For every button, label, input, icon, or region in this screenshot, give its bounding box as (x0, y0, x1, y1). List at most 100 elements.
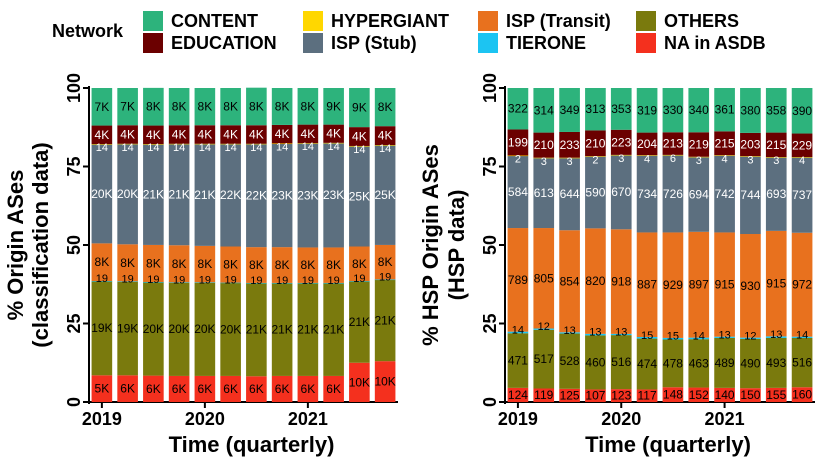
bar-tierone-q3-21 (765, 336, 787, 338)
data-label: 23K (297, 188, 318, 202)
data-label: 4K (378, 129, 393, 143)
bar-education-q3-21 (765, 132, 787, 158)
data-label: 13 (615, 326, 627, 338)
bar-na-in-asdb-q3-21 (765, 387, 787, 402)
data-label: 22K (246, 188, 267, 202)
data-label: 489 (715, 356, 735, 370)
data-label: 613 (534, 186, 554, 200)
bar-na-in-asdb-q2-20 (636, 389, 658, 402)
bar-hypergiant-q4-20 (688, 156, 710, 158)
bar-hypergiant-q3-21 (765, 157, 787, 158)
data-label: 915 (766, 277, 786, 291)
data-label: 463 (689, 356, 709, 370)
data-label: 670 (611, 185, 631, 199)
bar-content-q3-21 (765, 88, 787, 133)
bar-isp-transit-q4-19 (168, 245, 190, 283)
data-label: 887 (637, 278, 657, 292)
bar-others-q4-20 (688, 339, 710, 388)
bar-tierone-q2-21 (323, 282, 344, 284)
data-label: 361 (715, 103, 735, 117)
data-label: 8K (249, 258, 264, 272)
data-label: 8K (172, 100, 187, 114)
bar-others-q2-19 (117, 281, 138, 376)
data-label: 644 (560, 187, 580, 201)
data-label: 8K (275, 258, 290, 272)
y-tick-label: 50 (64, 235, 84, 255)
legend-swatch (303, 33, 323, 53)
legend-swatch (636, 33, 656, 53)
data-label: 13 (563, 325, 575, 337)
data-label: 124 (508, 388, 528, 402)
bar-isp-transit-q2-19 (533, 228, 555, 329)
data-label: 5K (95, 382, 110, 396)
data-label: 471 (508, 354, 528, 368)
bar-tierone-q2-19 (533, 328, 555, 330)
data-label: 25K (349, 189, 370, 203)
data-label: 528 (560, 354, 580, 368)
data-label: 8K (352, 257, 367, 271)
bar-others-q2-20 (220, 282, 241, 376)
bar-isp-transit-q1-21 (714, 232, 735, 337)
bar-na-in-asdb-q1-20 (610, 389, 632, 402)
bar-content-q3-20 (662, 88, 684, 133)
data-label: 4K (326, 127, 341, 141)
bar-na-in-asdb-q4-21 (791, 387, 813, 402)
bar-na-in-asdb-q4-19 (168, 375, 190, 402)
bar-tierone-q4-21 (374, 279, 396, 281)
data-label: 19 (147, 274, 159, 286)
bar-hypergiant-q1-19 (507, 155, 529, 157)
bar-tierone-q1-19 (91, 281, 113, 282)
bar-isp-stub-q2-19 (533, 158, 555, 229)
bar-tierone-q1-19 (507, 331, 529, 334)
data-label: 14 (147, 142, 159, 154)
bar-others-q4-21 (374, 279, 396, 362)
bar-tierone-q3-19 (143, 281, 164, 283)
bar-isp-stub-q4-19 (168, 143, 190, 246)
data-label: 9K (352, 101, 367, 115)
bar-na-in-asdb-q4-21 (374, 361, 396, 402)
bar-education-q2-19 (533, 132, 555, 158)
data-label: 516 (611, 355, 631, 369)
data-label: 584 (508, 185, 528, 199)
bar-education-q1-21 (297, 124, 319, 144)
bar-tierone-q1-21 (297, 282, 319, 284)
data-label: 19 (122, 273, 134, 285)
legend-label: OTHERS (664, 10, 740, 31)
bar-hypergiant-q2-19 (533, 157, 555, 159)
data-label: 742 (715, 187, 735, 201)
bar-education-q3-19 (559, 131, 580, 158)
bar-content-q1-19 (91, 88, 113, 126)
data-label: 929 (663, 278, 683, 292)
bar-isp-transit-q2-21 (740, 234, 761, 338)
bar-education-q3-20 (662, 132, 684, 155)
data-label: 930 (740, 279, 760, 293)
y-tick-label: 25 (480, 313, 500, 333)
bar-education-q1-19 (91, 125, 113, 145)
data-label: 726 (663, 187, 683, 201)
data-label: 14 (173, 142, 185, 154)
legend-swatch (143, 11, 163, 31)
bar-tierone-q3-21 (349, 281, 370, 282)
bar-tierone-q2-19 (117, 281, 138, 282)
data-label: 20K (91, 187, 112, 201)
data-label: 4K (95, 128, 110, 142)
bar-isp-transit-q4-21 (374, 244, 396, 280)
data-label: 21K (323, 322, 344, 336)
bar-education-q2-19 (117, 125, 138, 144)
bar-education-q4-19 (585, 130, 606, 157)
legend: Network CONTENT EDUCATION HYPERGIANT ISP (S… (0, 0, 830, 60)
bar-tierone-q2-20 (220, 282, 241, 284)
bar-education-q1-21 (714, 131, 735, 156)
data-label: 19 (250, 275, 262, 287)
bar-tierone-q1-20 (194, 282, 216, 283)
bar-na-in-asdb-q1-21 (297, 375, 319, 402)
data-label: 21K (349, 315, 370, 329)
bar-na-in-asdb-q3-19 (559, 388, 580, 402)
y-axis-title: % Origin ASes (3, 170, 28, 321)
data-label: 4K (172, 128, 187, 142)
data-label: 4K (198, 128, 213, 142)
x-axis-title: Time (quarterly) (585, 432, 751, 457)
bar-content-q3-20 (246, 87, 267, 126)
data-label: 478 (663, 356, 683, 370)
data-label: 215 (766, 138, 786, 152)
